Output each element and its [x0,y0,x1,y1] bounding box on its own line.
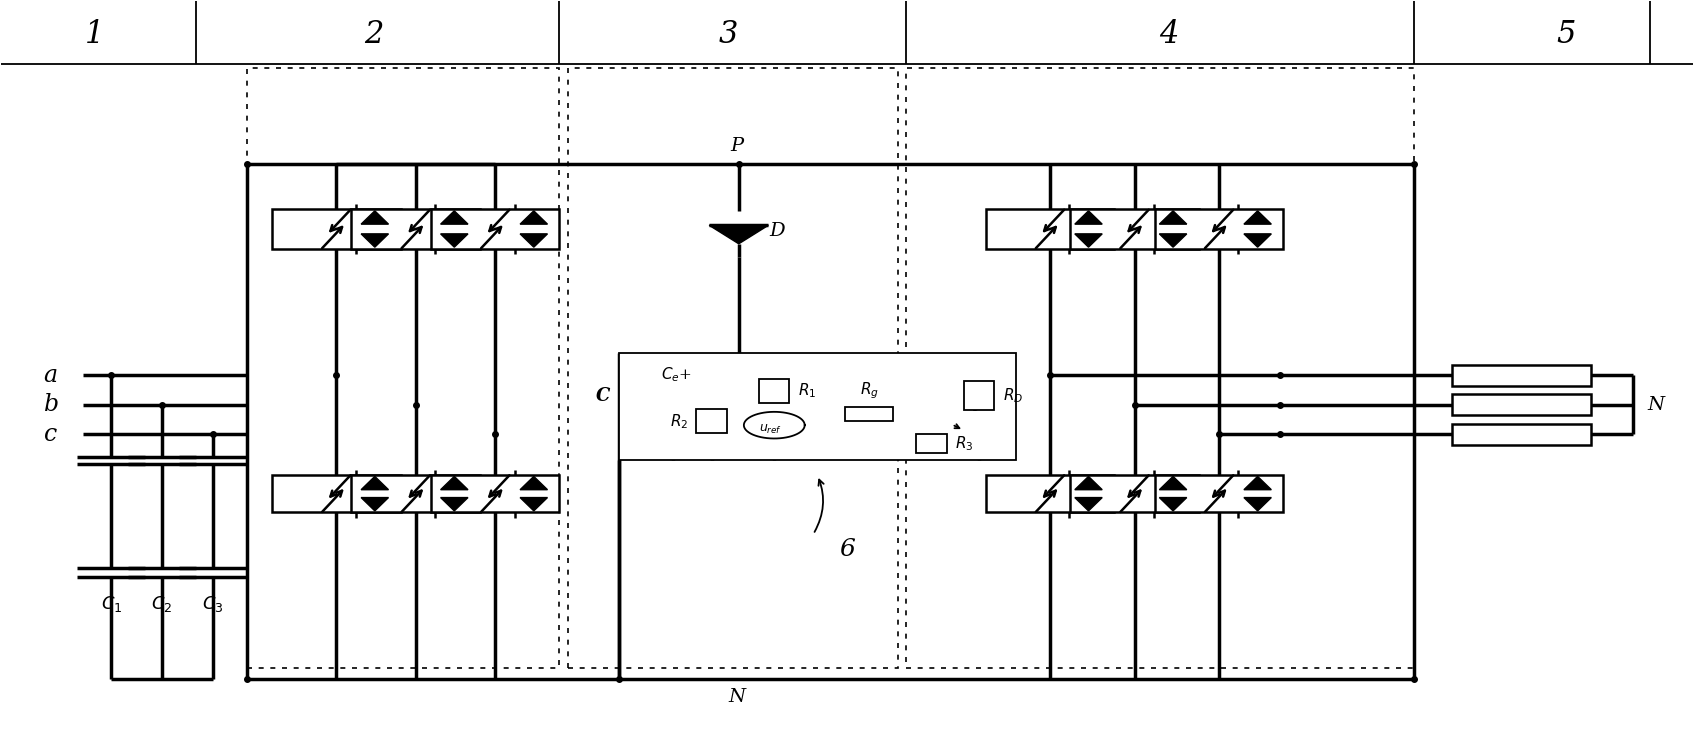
Bar [273,209,400,250]
Polygon shape [361,234,388,247]
Text: B: B [979,396,993,414]
Polygon shape [1159,211,1187,224]
Text: 4: 4 [1159,19,1177,51]
Bar [247,68,559,668]
Bar [618,353,1016,461]
Bar [1071,475,1199,512]
Text: $C_2$: $C_2$ [151,594,173,614]
Text: a: a [44,364,58,386]
Text: P: P [730,137,744,155]
Bar [273,475,400,512]
Bar [567,68,898,668]
Bar [1452,395,1591,415]
Polygon shape [1243,476,1270,490]
Bar [986,209,1115,250]
Polygon shape [1243,211,1270,224]
Bar [1452,365,1591,386]
Polygon shape [361,211,388,224]
Text: D: D [769,222,784,240]
Polygon shape [520,476,547,490]
Bar [1071,209,1199,250]
Bar [430,475,559,512]
Polygon shape [1074,234,1103,247]
Bar [986,475,1115,512]
Bar [1155,209,1284,250]
Polygon shape [1074,211,1103,224]
Polygon shape [1074,476,1103,490]
Bar [1155,475,1284,512]
Polygon shape [440,234,468,247]
Bar [351,209,479,250]
Bar [430,209,559,250]
Polygon shape [1243,234,1270,247]
Bar [845,407,893,421]
Polygon shape [440,476,468,490]
Polygon shape [1159,476,1187,490]
Text: A: A [979,366,993,384]
Text: $R_1$: $R_1$ [798,382,817,400]
Polygon shape [1159,498,1187,511]
Polygon shape [361,498,388,511]
Polygon shape [1243,498,1270,511]
Polygon shape [520,498,547,511]
Polygon shape [361,476,388,490]
Text: $C_1$: $C_1$ [100,594,122,614]
Polygon shape [440,211,468,224]
Text: $R_D$: $R_D$ [1003,386,1023,405]
Text: c: c [44,423,58,446]
Polygon shape [710,225,769,244]
Text: $R_2$: $R_2$ [669,412,688,431]
Bar [916,434,947,452]
Text: 6: 6 [839,538,855,561]
Text: b: b [44,393,59,416]
Polygon shape [1074,498,1103,511]
Text: 2: 2 [364,19,383,51]
Text: T: T [971,400,981,414]
Polygon shape [440,498,468,511]
Text: $C_3$: $C_3$ [202,594,224,614]
Text: C: C [979,426,994,444]
Polygon shape [1159,234,1187,247]
Bar [964,380,994,410]
Polygon shape [520,234,547,247]
Bar [759,379,789,403]
Bar [906,68,1413,668]
Text: $C_e$+: $C_e$+ [661,366,691,384]
Polygon shape [520,211,547,224]
Text: N: N [728,687,745,706]
Bar [696,409,727,432]
Text: 1: 1 [85,19,103,51]
Text: 5: 5 [1557,19,1575,51]
Text: $u_{ref}$: $u_{ref}$ [759,423,783,436]
Text: N: N [1647,396,1664,414]
Text: C: C [596,386,610,404]
Text: $R_3$: $R_3$ [955,435,974,453]
Bar [351,475,479,512]
Text: $R_g$: $R_g$ [859,381,879,401]
Text: 3: 3 [718,19,739,51]
Bar [1452,424,1591,445]
